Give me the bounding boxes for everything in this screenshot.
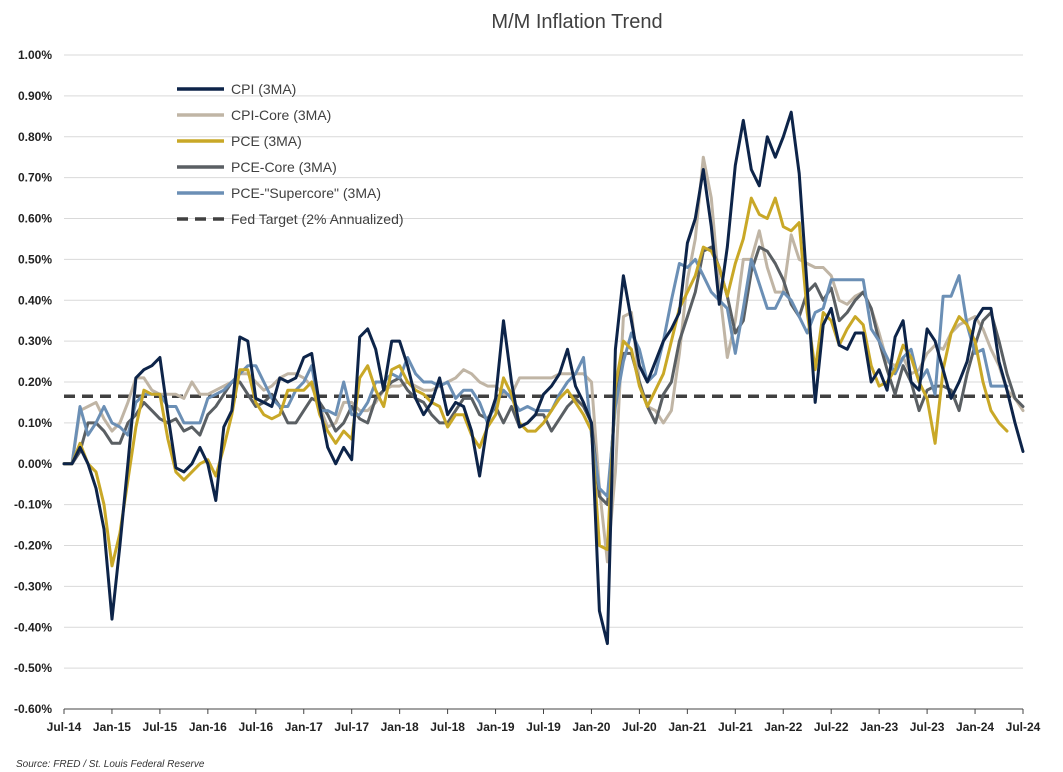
x-axis: Jul-14 Jan-15 Jul-15 Jan-16 Jul-16 Jan-17 Jul-… [47, 709, 1041, 734]
x-tick-label: Jan-23 [860, 720, 898, 734]
x-tick-label: Jan-15 [93, 720, 131, 734]
x-tick-label: Jul-17 [334, 720, 369, 734]
y-tick-label: 0.50% [18, 252, 52, 266]
series-layer [62, 110, 1025, 646]
chart-title: M/M Inflation Trend [491, 11, 662, 33]
y-tick-label: 0.00% [18, 457, 52, 471]
y-tick-label: 0.10% [18, 416, 52, 430]
x-tick-label: Jul-21 [718, 720, 753, 734]
x-tick-label: Jul-23 [910, 720, 945, 734]
y-axis: 1.00% 0.90% 0.80% 0.70% 0.60% 0.50% 0.40% 0.30%… [14, 48, 52, 716]
series-line-1 [62, 155, 1025, 564]
x-tick-label: Jul-15 [143, 720, 178, 734]
y-tick-label: 0.20% [18, 375, 52, 389]
y-tick-label: 0.40% [18, 293, 52, 307]
x-tick-label: Jan-24 [956, 720, 994, 734]
y-tick-label: -0.50% [14, 661, 52, 675]
x-tick-label: Jan-16 [189, 720, 227, 734]
legend-label: CPI-Core (3MA) [231, 107, 331, 123]
y-tick-label: -0.40% [14, 620, 52, 634]
y-tick-label: 0.30% [18, 334, 52, 348]
y-tick-label: 0.60% [18, 212, 52, 226]
x-tick-label: Jul-14 [47, 720, 82, 734]
legend-label: PCE-Core (3MA) [231, 159, 337, 175]
series-line-0 [62, 110, 1025, 646]
x-tick-label: Jan-21 [668, 720, 706, 734]
grid-layer [64, 54, 1023, 710]
y-tick-label: 0.70% [18, 171, 52, 185]
y-tick-label: 0.80% [18, 130, 52, 144]
legend-label: Fed Target (2% Annualized) [231, 211, 404, 227]
y-tick-label: -0.20% [14, 539, 52, 553]
series-line-3 [62, 245, 1025, 507]
x-tick-label: Jan-22 [764, 720, 802, 734]
x-tick-label: Jul-16 [238, 720, 273, 734]
y-tick-label: -0.30% [14, 579, 52, 593]
y-tick-label: -0.10% [14, 498, 52, 512]
y-tick-label: 1.00% [18, 48, 52, 62]
x-tick-label: Jul-19 [526, 720, 561, 734]
x-tick-label: Jul-18 [430, 720, 465, 734]
x-tick-label: Jan-17 [285, 720, 323, 734]
legend: CPI (3MA) CPI-Core (3MA) PCE (3MA) PCE-Core… [177, 81, 404, 227]
x-tick-label: Jul-20 [622, 720, 657, 734]
x-tick-label: Jul-22 [814, 720, 849, 734]
legend-label: CPI (3MA) [231, 81, 296, 97]
y-tick-label: -0.60% [14, 702, 52, 716]
x-tick-label: Jan-19 [477, 720, 515, 734]
y-tick-label: 0.90% [18, 89, 52, 103]
x-tick-label: Jul-24 [1006, 720, 1041, 734]
x-tick-label: Jan-18 [381, 720, 419, 734]
source-note: Source: FRED / St. Louis Federal Reserve [16, 759, 205, 770]
legend-label: PCE-"Supercore" (3MA) [231, 185, 381, 201]
legend-label: PCE (3MA) [231, 133, 302, 149]
x-tick-label: Jan-20 [572, 720, 610, 734]
